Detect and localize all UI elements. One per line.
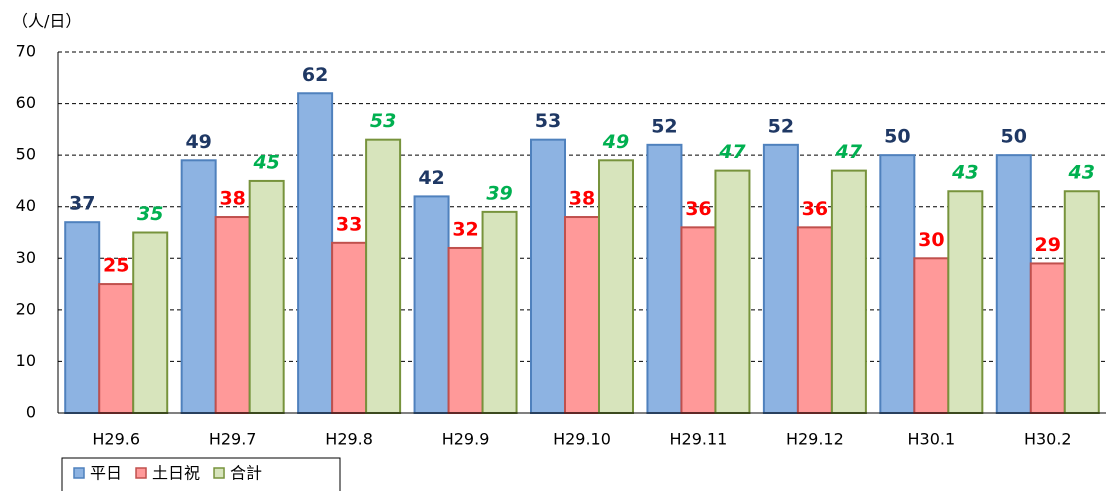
bar [248, 179, 285, 414]
y-tick-label: 70 [16, 42, 36, 61]
value-label: 53 [370, 110, 396, 132]
value-label: 52 [651, 115, 677, 137]
bar [481, 210, 518, 414]
bar [180, 159, 217, 414]
bar [879, 154, 916, 414]
y-tick-label: 0 [26, 403, 36, 422]
value-label: 38 [219, 188, 245, 210]
bar [947, 190, 984, 414]
bar [796, 226, 833, 414]
bar [413, 195, 450, 414]
legend-box [61, 457, 341, 491]
y-tick-label: 60 [16, 93, 36, 112]
y-tick-label: 30 [16, 248, 36, 267]
bar [646, 143, 683, 414]
value-label: 43 [1068, 162, 1095, 184]
value-label: 43 [951, 162, 978, 184]
x-tick-label: H29.7 [209, 430, 257, 449]
value-label: 50 [1001, 126, 1027, 148]
x-tick-label: H29.11 [670, 430, 728, 449]
x-tick-label: H29.12 [786, 430, 844, 449]
value-label: 38 [569, 188, 595, 210]
y-tick-label: 50 [16, 145, 36, 164]
value-label: 47 [718, 141, 746, 163]
value-label: 53 [535, 110, 561, 132]
value-label: 35 [137, 203, 163, 225]
value-label: 37 [69, 193, 95, 215]
bar [995, 154, 1032, 414]
legend-swatch [213, 467, 225, 479]
bar [297, 92, 334, 414]
legend-swatch [135, 467, 147, 479]
value-label: 50 [884, 126, 910, 148]
bar [1029, 262, 1066, 415]
value-label: 29 [1035, 234, 1061, 256]
value-label: 62 [302, 64, 328, 86]
legend-label: 合計 [230, 464, 262, 483]
bar [64, 221, 101, 414]
bar [598, 159, 634, 414]
y-tick-label: 10 [16, 351, 36, 370]
value-label: 30 [918, 229, 944, 251]
value-label: 42 [418, 167, 444, 189]
value-label: 45 [252, 151, 279, 173]
x-tick-label: H30.2 [1024, 430, 1072, 449]
value-label: 36 [802, 198, 828, 220]
bar [830, 169, 867, 414]
value-label: 47 [835, 141, 863, 163]
value-label: 49 [602, 131, 629, 153]
x-tick-label: H30.1 [908, 430, 956, 449]
x-tick-label: H29.10 [553, 430, 611, 449]
y-tick-label: 20 [16, 299, 36, 318]
bar [530, 138, 566, 415]
bar [447, 246, 484, 414]
x-tick-label: H29.9 [442, 430, 490, 449]
bar [762, 143, 799, 414]
legend-swatch [73, 467, 85, 479]
value-label: 32 [452, 218, 478, 240]
legend-label: 平日 [90, 464, 122, 483]
bar [1063, 190, 1100, 414]
value-label: 39 [486, 182, 512, 204]
bar [214, 216, 251, 414]
bar [98, 283, 135, 415]
bar [680, 226, 717, 414]
bar [564, 216, 600, 414]
x-tick-label: H29.8 [325, 430, 373, 449]
y-tick-label: 40 [16, 196, 36, 215]
y-unit-label: （人/日） [12, 12, 81, 31]
bar [132, 231, 169, 414]
value-label: 49 [185, 131, 211, 153]
value-label: 36 [685, 198, 711, 220]
value-label: 52 [768, 115, 794, 137]
x-tick-label: H29.6 [92, 430, 140, 449]
value-label: 33 [336, 213, 362, 235]
bar [714, 169, 751, 414]
legend-label: 土日祝 [152, 464, 200, 483]
bar [365, 138, 402, 415]
bar [913, 257, 950, 414]
value-label: 25 [103, 255, 129, 277]
bar [331, 241, 368, 414]
